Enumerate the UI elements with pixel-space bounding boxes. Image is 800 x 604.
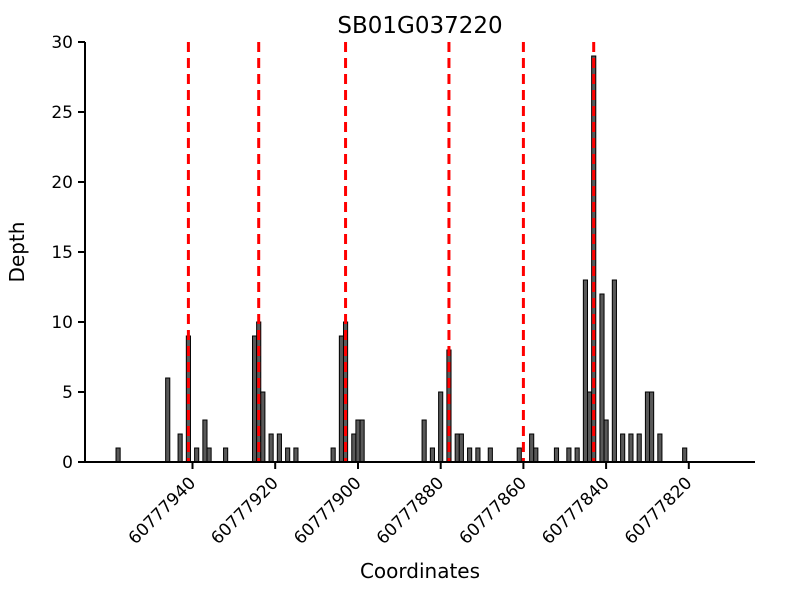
bar — [330, 447, 336, 463]
bar — [529, 433, 535, 463]
bar — [202, 419, 208, 463]
bar — [276, 433, 282, 463]
y-tick-label: 10 — [51, 313, 73, 333]
marker-lines-group — [186, 42, 596, 462]
x-tick-label: 60777940 — [125, 473, 200, 548]
x-tick-label: 60777860 — [456, 473, 531, 548]
bar — [256, 321, 262, 463]
bar — [421, 419, 427, 463]
bar — [628, 433, 634, 463]
bar — [599, 293, 605, 463]
bar — [533, 447, 539, 463]
bar — [438, 391, 444, 463]
bar — [351, 433, 357, 463]
x-tick-label: 60777840 — [538, 473, 613, 548]
bar — [177, 433, 183, 463]
bar — [611, 279, 617, 463]
bar — [194, 447, 200, 463]
y-tick-label: 5 — [62, 383, 73, 403]
bar — [429, 447, 435, 463]
y-tick-label: 15 — [51, 243, 73, 263]
bar — [206, 447, 212, 463]
chart-title: SB01G037220 — [337, 13, 502, 39]
bar — [268, 433, 274, 463]
bar — [260, 391, 266, 463]
bar — [223, 447, 229, 463]
bar — [338, 335, 344, 463]
bar — [587, 391, 593, 463]
x-tick-label: 60777920 — [207, 473, 282, 548]
x-axis-label: Coordinates — [360, 559, 480, 583]
bar — [355, 419, 361, 463]
bar — [644, 391, 651, 463]
bar — [603, 419, 609, 463]
bar — [467, 447, 473, 463]
y-tick-label: 30 — [51, 33, 73, 53]
bar — [458, 433, 464, 463]
bar — [649, 391, 655, 463]
bar — [636, 433, 642, 463]
x-tick-label: 60777900 — [290, 473, 365, 548]
bar — [475, 447, 481, 463]
bar — [252, 335, 258, 463]
bar — [454, 433, 460, 463]
bar — [516, 447, 522, 463]
bar — [115, 447, 121, 463]
x-tick-label: 60777880 — [373, 473, 448, 548]
bar — [682, 447, 688, 463]
bar — [553, 447, 560, 463]
bar — [285, 447, 291, 463]
bar — [342, 321, 349, 463]
bars-group — [115, 55, 688, 463]
bar — [620, 433, 626, 463]
bar — [165, 377, 171, 463]
y-tick-label: 20 — [51, 173, 73, 193]
bar — [566, 447, 572, 463]
bar — [582, 279, 588, 463]
bar — [359, 419, 365, 463]
y-axis-label: Depth — [5, 222, 29, 283]
y-tick-label: 25 — [51, 103, 73, 123]
bar — [293, 447, 299, 463]
bar — [657, 433, 663, 463]
y-tick-label: 0 — [62, 453, 73, 473]
bar — [574, 447, 580, 463]
bar — [487, 447, 493, 463]
x-tick-label: 60777820 — [621, 473, 696, 548]
